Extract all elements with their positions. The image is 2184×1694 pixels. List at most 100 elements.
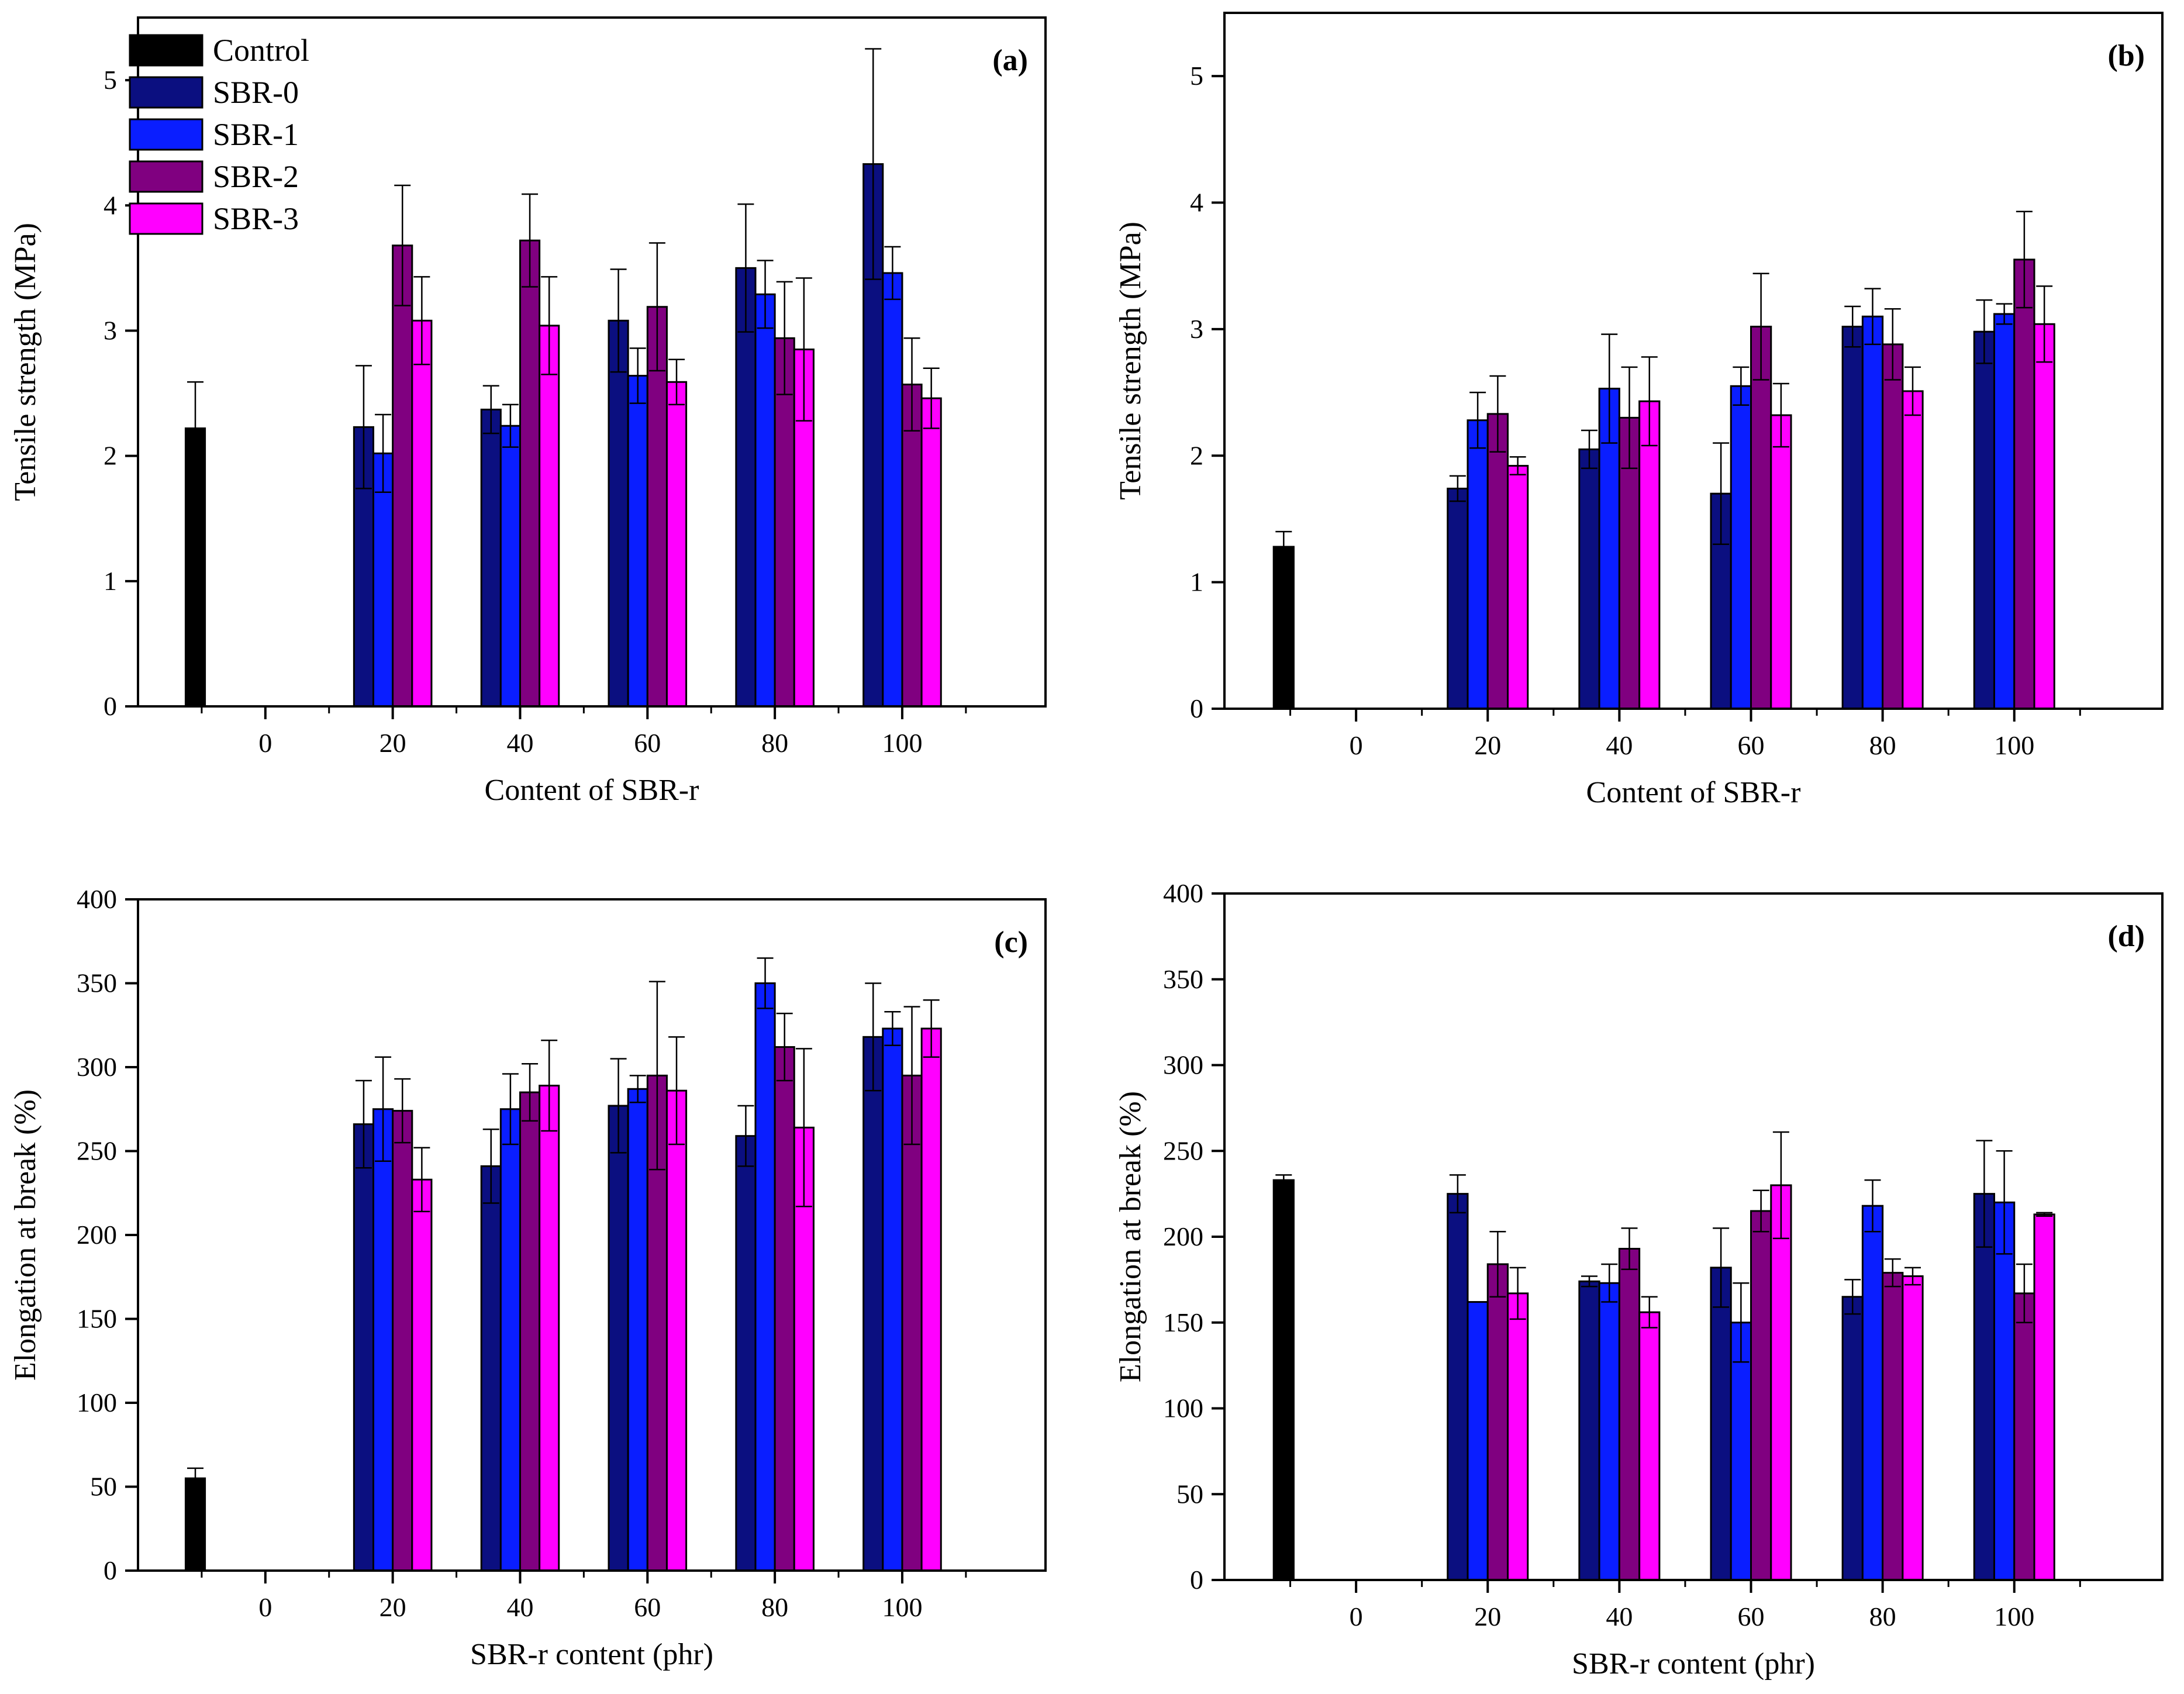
legend: Control SBR-0 SBR-1 SBR-2 SBR-3 bbox=[129, 33, 309, 236]
y-tick-label: 0 bbox=[103, 691, 117, 721]
bar-sbr-1-80 bbox=[1861, 315, 1884, 710]
bar-sbr-0-80 bbox=[1841, 326, 1864, 710]
legend-swatch-sbr-1 bbox=[129, 118, 203, 151]
bar-sbr-3-20 bbox=[1507, 465, 1529, 710]
bar-sbr-1-80 bbox=[754, 982, 776, 1572]
bar-sbr-1-40 bbox=[499, 1108, 521, 1572]
bar-sbr-0-20 bbox=[1447, 1193, 1469, 1581]
y-tick-label: 0 bbox=[103, 1555, 117, 1585]
legend-label: Control bbox=[213, 33, 309, 68]
bar-sbr-1-20 bbox=[1467, 419, 1489, 710]
bar-control bbox=[184, 1477, 206, 1572]
bar-sbr-3-80 bbox=[1902, 390, 1924, 710]
y-tick-label: 0 bbox=[1190, 694, 1203, 723]
x-tick-label: 0 bbox=[258, 728, 272, 758]
legend-label: SBR-1 bbox=[213, 117, 299, 152]
y-tick-label: 4 bbox=[103, 190, 117, 220]
bar-sbr-2-100 bbox=[2013, 258, 2035, 710]
legend-label: SBR-2 bbox=[213, 159, 299, 194]
y-tick-label: 150 bbox=[77, 1304, 117, 1334]
bar-sbr-2-80 bbox=[774, 1046, 795, 1572]
bar-sbr-0-20 bbox=[1447, 488, 1469, 710]
bar-sbr-1-100 bbox=[882, 1027, 903, 1572]
bar-sbr-3-100 bbox=[920, 397, 942, 708]
bar-sbr-0-80 bbox=[735, 267, 757, 708]
bar-sbr-0-100 bbox=[862, 1036, 884, 1572]
y-tick-label: 300 bbox=[1163, 1050, 1203, 1080]
bar-sbr-0-20 bbox=[353, 1123, 375, 1572]
plot-frame bbox=[1223, 12, 2164, 710]
bar-sbr-2-100 bbox=[901, 1074, 923, 1572]
bar-sbr-1-20 bbox=[1467, 1301, 1489, 1581]
bar-sbr-0-80 bbox=[735, 1135, 757, 1572]
bar-sbr-0-100 bbox=[1973, 1193, 1995, 1581]
bar-sbr-2-80 bbox=[1882, 343, 1904, 710]
panel-label: (d) bbox=[2107, 920, 2145, 953]
bar-sbr-1-100 bbox=[882, 272, 903, 708]
chart-panel-1: 0 1 2 3 4 5 0 20 40 60 80 100 (a) Content of SBR-r Ten… bbox=[9, 16, 1047, 807]
bar-sbr-1-40 bbox=[499, 425, 521, 708]
x-tick-label: 0 bbox=[1350, 1602, 1363, 1631]
bar-sbr-0-60 bbox=[608, 319, 629, 708]
x-tick-label: 0 bbox=[1350, 730, 1363, 760]
bar-sbr-2-60 bbox=[1750, 1210, 1772, 1581]
x-tick-label: 0 bbox=[258, 1592, 272, 1622]
bar-sbr-1-60 bbox=[627, 375, 648, 708]
y-tick-label: 250 bbox=[1163, 1136, 1203, 1165]
panel-label: (a) bbox=[992, 44, 1028, 77]
x-tick-label: 20 bbox=[379, 1592, 406, 1622]
bar-sbr-0-40 bbox=[480, 1165, 502, 1572]
bar-sbr-0-60 bbox=[1710, 1267, 1732, 1581]
chart-panel-4: 0 50 100 150 200 250 300 350 400 0 20 40 60 80 100 (d) S… bbox=[1114, 878, 2164, 1681]
bar-sbr-3-40 bbox=[539, 1085, 560, 1572]
y-tick-label: 1 bbox=[1190, 567, 1203, 597]
y-tick-label: 2 bbox=[1190, 440, 1203, 470]
y-tick-label: 400 bbox=[77, 884, 117, 914]
y-tick-label: 300 bbox=[77, 1052, 117, 1082]
bar-sbr-2-100 bbox=[2013, 1292, 2035, 1581]
y-tick-label: 3 bbox=[103, 315, 117, 345]
bar-sbr-1-60 bbox=[627, 1088, 648, 1572]
bar-sbr-1-80 bbox=[754, 293, 776, 708]
x-tick-label: 80 bbox=[1869, 730, 1896, 760]
plot-frame bbox=[137, 16, 1047, 708]
y-tick-label: 1 bbox=[103, 566, 117, 596]
x-tick-label: 80 bbox=[761, 1592, 788, 1622]
y-tick-label: 350 bbox=[1163, 964, 1203, 994]
y-tick-label: 4 bbox=[1190, 188, 1203, 218]
bar-control bbox=[1272, 546, 1295, 710]
y-tick-label: 200 bbox=[77, 1220, 117, 1250]
x-tick-label: 100 bbox=[1994, 730, 2034, 760]
x-tick-label: 60 bbox=[634, 728, 661, 758]
bar-sbr-1-20 bbox=[372, 1108, 394, 1572]
bar-control bbox=[1272, 1179, 1295, 1581]
legend-label: SBR-0 bbox=[213, 75, 299, 110]
bar-sbr-0-100 bbox=[1973, 330, 1995, 710]
bar-sbr-3-20 bbox=[411, 319, 433, 708]
bar-sbr-3-20 bbox=[1507, 1292, 1529, 1581]
y-axis-title: Tensile strength (MPa) bbox=[1114, 222, 1147, 500]
y-tick-label: 100 bbox=[1163, 1393, 1203, 1423]
x-axis-title: Content of SBR-r bbox=[1586, 776, 1801, 809]
x-tick-label: 20 bbox=[1474, 1602, 1501, 1631]
bar-sbr-2-20 bbox=[392, 244, 413, 708]
legend-swatch-sbr-2 bbox=[129, 160, 203, 193]
x-tick-label: 40 bbox=[506, 1592, 533, 1622]
bar-sbr-0-40 bbox=[1578, 1280, 1600, 1581]
y-tick-label: 3 bbox=[1190, 314, 1203, 344]
plot-frame bbox=[1223, 892, 2164, 1581]
panel-label: (b) bbox=[2107, 39, 2145, 73]
bar-sbr-2-40 bbox=[519, 1091, 541, 1572]
y-tick-label: 200 bbox=[1163, 1222, 1203, 1251]
x-tick-label: 40 bbox=[506, 728, 533, 758]
x-tick-label: 60 bbox=[1737, 730, 1764, 760]
bar-sbr-0-40 bbox=[1578, 448, 1600, 710]
bar-sbr-3-60 bbox=[1770, 414, 1792, 710]
x-tick-label: 60 bbox=[634, 1592, 661, 1622]
x-axis-title: SBR-r content (phr) bbox=[470, 1638, 713, 1671]
x-tick-label: 60 bbox=[1737, 1602, 1764, 1631]
x-tick-label: 100 bbox=[882, 1592, 922, 1622]
bar-sbr-3-40 bbox=[1638, 400, 1661, 710]
bar-sbr-1-100 bbox=[1993, 313, 2016, 710]
